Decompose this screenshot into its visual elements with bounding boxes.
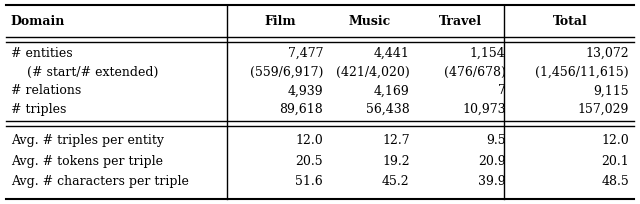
Text: Film: Film xyxy=(264,15,296,28)
Text: # triples: # triples xyxy=(11,103,67,116)
Text: 9.5: 9.5 xyxy=(486,134,506,147)
Text: 4,169: 4,169 xyxy=(374,84,410,97)
Text: 39.9: 39.9 xyxy=(478,175,506,188)
Text: Avg. # characters per triple: Avg. # characters per triple xyxy=(11,175,189,188)
Text: 9,115: 9,115 xyxy=(593,84,629,97)
Text: 20.1: 20.1 xyxy=(602,155,629,168)
Text: Avg. # tokens per triple: Avg. # tokens per triple xyxy=(11,155,163,168)
Text: 12.7: 12.7 xyxy=(382,134,410,147)
Text: 4,939: 4,939 xyxy=(287,84,323,97)
Text: 12.0: 12.0 xyxy=(602,134,629,147)
Text: Travel: Travel xyxy=(439,15,483,28)
Text: 7,477: 7,477 xyxy=(288,47,323,60)
Text: 7: 7 xyxy=(498,84,506,97)
Text: # relations: # relations xyxy=(11,84,81,97)
Text: (# start/# extended): (# start/# extended) xyxy=(11,66,158,79)
Text: Total: Total xyxy=(553,15,588,28)
Text: 4,441: 4,441 xyxy=(374,47,410,60)
Text: 20.5: 20.5 xyxy=(296,155,323,168)
Text: (421/4,020): (421/4,020) xyxy=(336,66,410,79)
Text: 10,973: 10,973 xyxy=(462,103,506,116)
Text: Avg. # triples per entity: Avg. # triples per entity xyxy=(11,134,164,147)
Text: 56,438: 56,438 xyxy=(366,103,410,116)
Text: 19.2: 19.2 xyxy=(382,155,410,168)
Text: # entities: # entities xyxy=(11,47,72,60)
Text: 20.9: 20.9 xyxy=(478,155,506,168)
Text: (559/6,917): (559/6,917) xyxy=(250,66,323,79)
Text: Music: Music xyxy=(348,15,391,28)
Text: 89,618: 89,618 xyxy=(280,103,323,116)
Text: (476/678): (476/678) xyxy=(444,66,506,79)
Text: 157,029: 157,029 xyxy=(578,103,629,116)
Text: 13,072: 13,072 xyxy=(586,47,629,60)
Text: (1,456/11,615): (1,456/11,615) xyxy=(536,66,629,79)
Text: 45.2: 45.2 xyxy=(382,175,410,188)
Text: 12.0: 12.0 xyxy=(296,134,323,147)
Text: 48.5: 48.5 xyxy=(602,175,629,188)
Text: Domain: Domain xyxy=(11,15,65,28)
Text: 51.6: 51.6 xyxy=(296,175,323,188)
Text: 1,154: 1,154 xyxy=(470,47,506,60)
